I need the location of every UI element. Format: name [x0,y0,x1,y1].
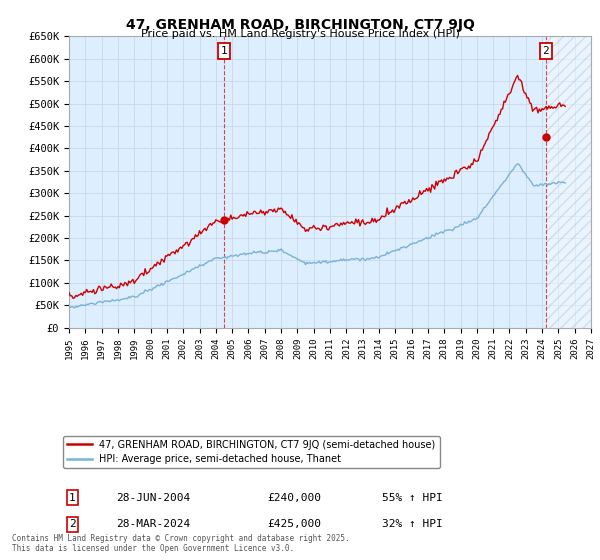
Text: 1: 1 [69,493,76,503]
Text: £240,000: £240,000 [268,493,322,503]
Text: 32% ↑ HPI: 32% ↑ HPI [382,519,443,529]
Text: 55% ↑ HPI: 55% ↑ HPI [382,493,443,503]
Bar [546,36,591,328]
Text: £425,000: £425,000 [268,519,322,529]
Text: 2: 2 [542,46,550,56]
Text: Contains HM Land Registry data © Crown copyright and database right 2025.
This d: Contains HM Land Registry data © Crown c… [12,534,350,553]
Text: 1: 1 [220,46,227,56]
Text: Price paid vs. HM Land Registry's House Price Index (HPI): Price paid vs. HM Land Registry's House … [140,29,460,39]
Legend: 47, GRENHAM ROAD, BIRCHINGTON, CT7 9JQ (semi-detached house), HPI: Average price: 47, GRENHAM ROAD, BIRCHINGTON, CT7 9JQ (… [64,436,440,468]
Text: 28-MAR-2024: 28-MAR-2024 [116,519,190,529]
Text: 47, GRENHAM ROAD, BIRCHINGTON, CT7 9JQ: 47, GRENHAM ROAD, BIRCHINGTON, CT7 9JQ [125,18,475,32]
Text: 28-JUN-2004: 28-JUN-2004 [116,493,190,503]
Text: 2: 2 [69,519,76,529]
